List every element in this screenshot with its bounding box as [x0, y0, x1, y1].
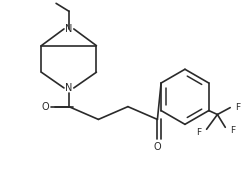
Text: F: F	[235, 103, 240, 112]
Text: F: F	[230, 126, 235, 135]
Text: O: O	[153, 142, 161, 152]
Text: N: N	[65, 83, 72, 93]
Text: F: F	[197, 128, 202, 137]
Text: O: O	[41, 102, 49, 112]
Text: N: N	[65, 24, 72, 34]
